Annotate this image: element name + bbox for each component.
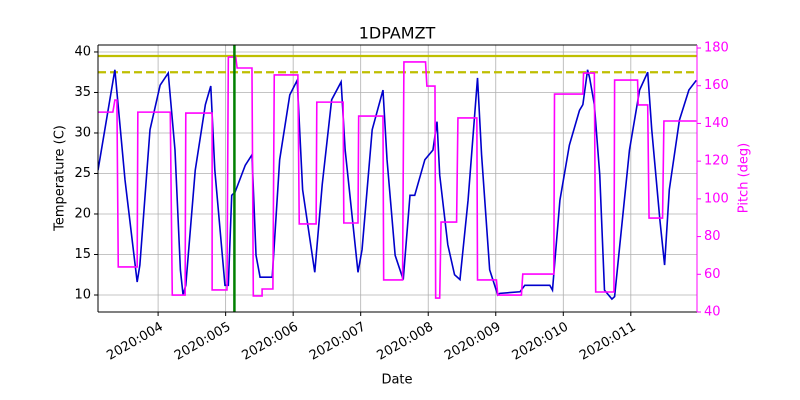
x-tick-label: 2020:007 [307, 320, 368, 364]
x-tick-label: 2020:004 [104, 320, 165, 364]
y-tick-label: 40 [74, 44, 91, 59]
y-tick-label: 15 [74, 247, 91, 262]
x-tick-label: 2020:009 [442, 320, 503, 364]
x-tick-label: 2020:005 [172, 320, 233, 364]
y2-tick-label: 140 [704, 116, 729, 131]
data-line [98, 69, 697, 301]
x-tick-label: 2020:011 [577, 320, 638, 364]
y-axis-label: Temperature (C) [53, 125, 68, 232]
y2-tick-label: 80 [704, 229, 721, 244]
x-tick-label: 2020:006 [239, 320, 300, 364]
y2-tick-label: 40 [704, 305, 721, 320]
y-tick-label: 35 [74, 85, 91, 100]
y-tick-label: 20 [74, 206, 91, 221]
y2-tick-label: 60 [704, 267, 721, 282]
data-line [98, 56, 697, 299]
y-tick-label: 25 [74, 166, 91, 181]
x-tick-label: 2020:010 [510, 320, 571, 364]
y2-axis-label: Pitch (deg) [737, 143, 752, 213]
y2-tick-label: 100 [704, 191, 729, 206]
x-tick-label: 2020:008 [375, 320, 436, 364]
y2-tick-label: 180 [704, 41, 729, 56]
chart-title: 1DPAMZT [359, 24, 436, 43]
y2-tick-label: 160 [704, 78, 729, 93]
y-tick-label: 10 [74, 287, 91, 302]
y-tick-label: 30 [74, 125, 91, 140]
x-axis-label: Date [381, 373, 412, 388]
y2-tick-label: 120 [704, 154, 729, 169]
